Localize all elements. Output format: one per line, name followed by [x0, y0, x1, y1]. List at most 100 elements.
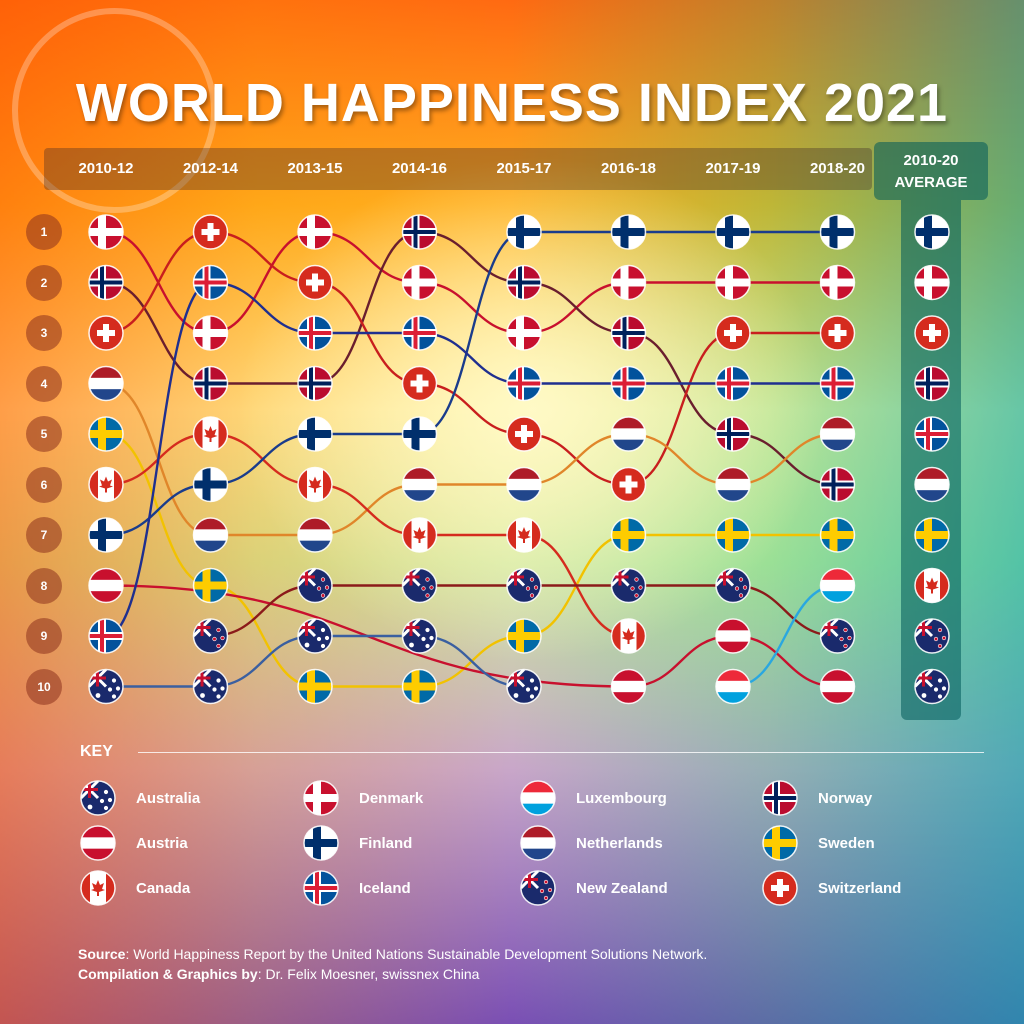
flag-norway-icon	[715, 416, 751, 452]
flag-switzerland-icon	[762, 870, 798, 906]
period-header-band	[44, 148, 872, 190]
flag-australia-icon	[88, 668, 124, 705]
flag-switzerland-icon	[88, 315, 124, 351]
flag-finland-icon	[297, 416, 333, 452]
flag-norway-icon	[610, 315, 647, 351]
flag-iceland-icon	[819, 365, 856, 402]
flag-iceland-icon	[715, 365, 751, 402]
legend-item-sweden: Sweden	[762, 825, 875, 861]
legend-label: Netherlands	[576, 835, 663, 852]
flag-new-zealand-icon	[610, 567, 647, 604]
flag-norway-icon	[401, 214, 438, 250]
average-label: 2010-20 AVERAGE	[874, 150, 988, 194]
legend-label: Denmark	[359, 790, 424, 807]
flag-new-zealand-icon	[715, 567, 751, 604]
flag-iceland-icon	[303, 870, 339, 906]
flag-netherlands-icon	[401, 466, 438, 503]
flag-new-zealand-icon	[192, 618, 229, 654]
flag-netherlands-icon	[520, 825, 556, 861]
flag-denmark-icon	[297, 214, 333, 250]
flag-finland-icon	[819, 214, 856, 250]
flag-canada-icon	[88, 466, 124, 503]
period-label: 2014-16	[391, 160, 448, 177]
legend-item-switzerland: Switzerland	[762, 870, 901, 906]
flag-iceland-icon	[506, 365, 542, 402]
flag-sweden-icon	[192, 567, 229, 604]
rank-label: 3	[26, 315, 62, 351]
flag-switzerland-icon	[192, 214, 229, 250]
flag-austria-icon	[88, 567, 124, 604]
key-title: KEY	[80, 743, 113, 760]
flag-iceland-icon	[88, 618, 124, 654]
flag-canada-icon	[506, 517, 542, 553]
legend-label: Luxembourg	[576, 790, 667, 807]
flag-denmark-icon	[192, 315, 229, 351]
rank-label: 10	[26, 668, 62, 705]
page-title: WORLD HAPPINESS INDEX 2021	[75, 73, 949, 133]
legend-flag	[80, 870, 116, 906]
flag-switzerland-icon	[610, 466, 647, 503]
period-label: 2012-14	[182, 160, 239, 177]
flag-canada-icon	[297, 466, 333, 503]
flag-switzerland-icon	[914, 315, 950, 351]
legend-flag	[80, 780, 116, 816]
flag-iceland-icon	[610, 365, 647, 402]
flag-new-zealand-icon	[506, 567, 542, 604]
legend-flag	[762, 825, 798, 861]
flag-netherlands-icon	[914, 466, 950, 503]
average-label-line2: AVERAGE	[894, 174, 968, 191]
legend-flag	[762, 780, 798, 816]
flag-new-zealand-icon	[401, 567, 438, 604]
flag-australia-icon	[401, 618, 438, 654]
series-line-canada	[104, 432, 630, 638]
flag-netherlands-icon	[506, 466, 542, 503]
rank-label: 1	[26, 214, 62, 250]
flag-sweden-icon	[914, 517, 950, 553]
flag-finland-icon	[506, 214, 542, 250]
flag-sweden-icon	[610, 517, 647, 553]
flag-austria-icon	[80, 825, 116, 861]
rank-label: 6	[26, 466, 62, 503]
legend-item-iceland: Iceland	[303, 870, 411, 906]
flag-norway-icon	[762, 780, 798, 816]
period-label: 2016-18	[600, 160, 657, 177]
rank-label: 8	[26, 567, 62, 604]
flag-sweden-icon	[297, 668, 333, 705]
rank-label: 5	[26, 416, 62, 452]
flag-canada-icon	[610, 618, 647, 654]
flag-canada-icon	[401, 517, 438, 553]
flag-denmark-icon	[506, 315, 542, 351]
period-label: 2015-17	[496, 160, 552, 177]
legend-flag	[303, 825, 339, 861]
series-line-netherlands	[104, 382, 839, 537]
flag-australia-icon	[914, 668, 950, 705]
flag-netherlands-icon	[715, 466, 751, 503]
period-label: 2010-12	[78, 160, 134, 177]
flag-iceland-icon	[192, 264, 229, 301]
flag-norway-icon	[819, 466, 856, 503]
flag-austria-icon	[819, 668, 856, 705]
flag-denmark-icon	[715, 264, 751, 301]
smiley-icon	[12, 8, 217, 213]
rank-label: 4	[26, 365, 62, 402]
period-label: 2017-19	[705, 160, 761, 177]
flag-netherlands-icon	[610, 416, 647, 452]
average-column-header	[874, 142, 988, 200]
credit-label: Compilation & Graphics by	[78, 966, 258, 982]
period-label: 2018-20	[809, 160, 866, 177]
flag-sweden-icon	[506, 618, 542, 654]
flag-finland-icon	[88, 517, 124, 553]
legend-flag	[520, 825, 556, 861]
flag-finland-icon	[610, 214, 647, 250]
legend-item-finland: Finland	[303, 825, 412, 861]
flag-norway-icon	[914, 365, 950, 402]
flag-iceland-icon	[297, 315, 333, 351]
flag-sweden-icon	[762, 825, 798, 861]
flag-sweden-icon	[88, 416, 124, 452]
flag-finland-icon	[303, 825, 339, 861]
source-label: Source	[78, 946, 126, 962]
rank-label: 7	[26, 517, 62, 553]
average-label-line1: 2010-20	[903, 152, 959, 169]
legend-item-new-zealand: New Zealand	[520, 870, 668, 906]
flag-new-zealand-icon	[819, 618, 856, 654]
